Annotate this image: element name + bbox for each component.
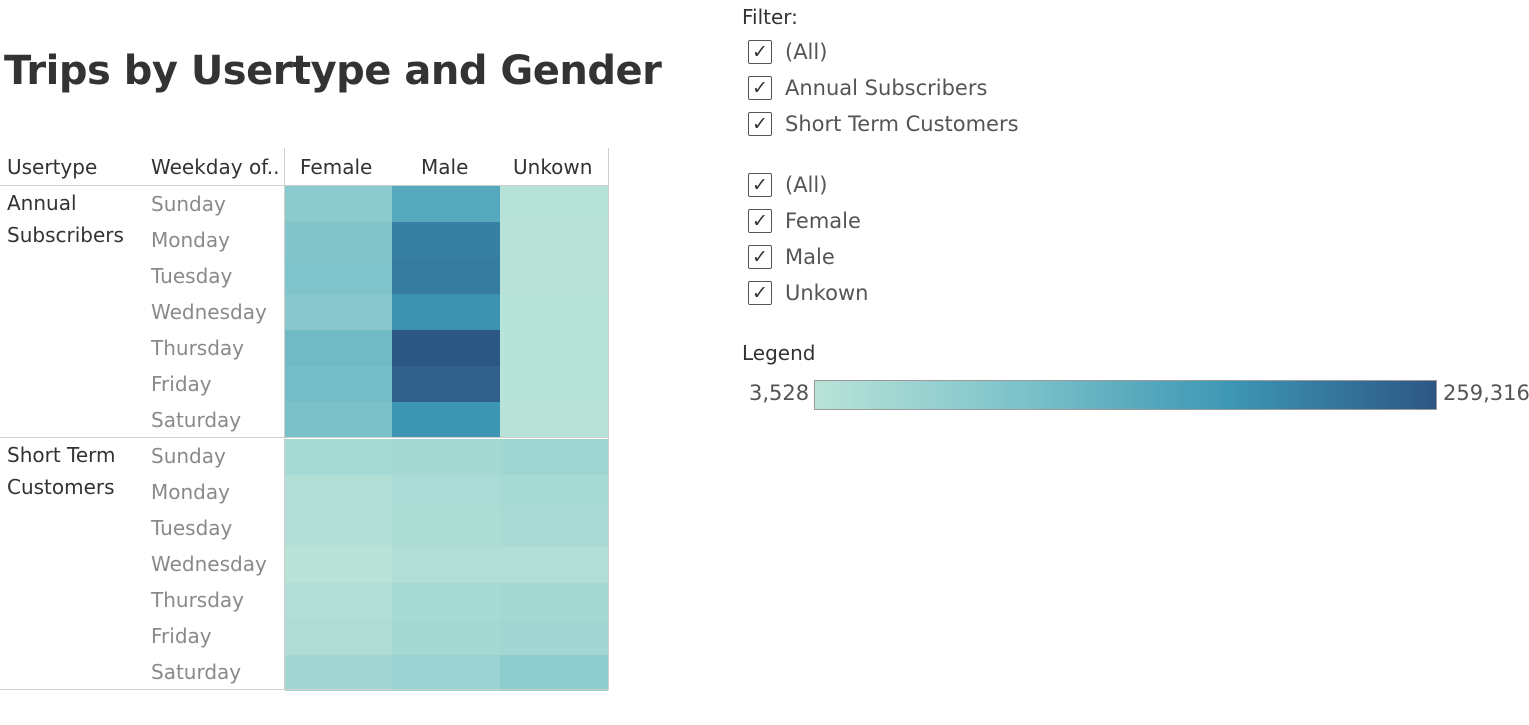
group-separator — [0, 437, 609, 438]
day-label: Sunday — [151, 444, 226, 468]
heatmap-cell — [392, 186, 500, 222]
heatmap-cell — [500, 186, 608, 222]
group-label-line: Short Term — [7, 443, 116, 467]
filter-option-label: (All) — [785, 173, 828, 197]
heatmap-cell — [500, 511, 608, 547]
day-label: Friday — [151, 624, 212, 648]
heatmap-cell — [285, 366, 392, 402]
filter-option-label: Male — [785, 245, 835, 269]
filter-usertype-short-term-customers[interactable]: ✓ Short Term Customers — [748, 110, 1019, 138]
legend-max-label: 259,316 — [1443, 381, 1529, 405]
legend-min-label: 3,528 — [749, 381, 810, 405]
group-label-line: Subscribers — [7, 223, 124, 247]
heatmap-cell — [392, 655, 500, 691]
day-label: Monday — [151, 228, 230, 252]
legend-color-ramp — [814, 380, 1437, 410]
heatmap-cell — [500, 294, 608, 330]
group-label-annual-subscribers: Annual Subscribers — [7, 187, 124, 251]
legend-title: Legend — [742, 341, 816, 365]
filter-gender-male[interactable]: ✓ Male — [748, 243, 835, 271]
heatmap-cell — [392, 475, 500, 511]
heatmap-cell — [285, 439, 392, 475]
chart-title: Trips by Usertype and Gender — [4, 48, 662, 94]
heatmap-cell — [285, 511, 392, 547]
checkbox[interactable]: ✓ — [748, 76, 772, 100]
filter-option-label: Female — [785, 209, 861, 233]
heatmap-cell — [392, 258, 500, 294]
day-label: Thursday — [151, 336, 244, 360]
heatmap-cell — [500, 655, 608, 691]
heatmap-cell — [285, 222, 392, 258]
day-label: Tuesday — [151, 264, 233, 288]
heatmap-cell — [285, 294, 392, 330]
filter-option-label: Unkown — [785, 281, 869, 305]
day-label: Saturday — [151, 660, 242, 684]
group-label-short-term-customers: Short Term Customers — [7, 439, 116, 503]
header-divider — [284, 148, 285, 689]
header-weekday: Weekday of.. — [151, 155, 280, 179]
heatmap-cell — [285, 619, 392, 655]
heatmap-cell — [500, 439, 608, 475]
heatmap-cell — [285, 330, 392, 366]
day-label: Friday — [151, 372, 212, 396]
heatmap-cell — [392, 366, 500, 402]
table-bottom-rule — [0, 689, 609, 690]
heatmap-cell — [285, 583, 392, 619]
header-unkown: Unkown — [513, 155, 593, 179]
heatmap-cell — [500, 222, 608, 258]
checkbox[interactable]: ✓ — [748, 209, 772, 233]
heatmap-cell — [500, 475, 608, 511]
heatmap-cell — [392, 583, 500, 619]
filter-usertype-annual-subscribers[interactable]: ✓ Annual Subscribers — [748, 74, 987, 102]
group-label-line: Customers — [7, 475, 115, 499]
heatmap-cell — [285, 402, 392, 438]
day-label: Wednesday — [151, 552, 267, 576]
group-label-line: Annual — [7, 191, 77, 215]
heatmap-cell — [392, 511, 500, 547]
filter-option-label: Short Term Customers — [785, 112, 1019, 136]
header-usertype: Usertype — [7, 155, 98, 179]
day-label: Thursday — [151, 588, 244, 612]
filter-gender-all[interactable]: ✓ (All) — [748, 171, 827, 199]
day-label: Saturday — [151, 408, 242, 432]
checkbox[interactable]: ✓ — [748, 40, 772, 64]
heatmap-cell — [392, 547, 500, 583]
table-right-border — [608, 148, 609, 689]
heatmap-cell — [285, 186, 392, 222]
header-female: Female — [300, 155, 373, 179]
header-male: Male — [421, 155, 469, 179]
heatmap-cell — [392, 330, 500, 366]
day-label: Wednesday — [151, 300, 267, 324]
heatmap-cell — [500, 258, 608, 294]
checkbox[interactable]: ✓ — [748, 173, 772, 197]
heatmap-cell — [500, 330, 608, 366]
heatmap-cell — [500, 366, 608, 402]
heatmap-cell — [500, 547, 608, 583]
heatmap-cell — [392, 294, 500, 330]
day-label: Monday — [151, 480, 230, 504]
heatmap-cell — [285, 655, 392, 691]
checkbox[interactable]: ✓ — [748, 112, 772, 136]
day-label: Tuesday — [151, 516, 233, 540]
heatmap-cell — [285, 547, 392, 583]
checkbox[interactable]: ✓ — [748, 245, 772, 269]
filter-gender-female[interactable]: ✓ Female — [748, 207, 861, 235]
heatmap-cell — [285, 475, 392, 511]
heatmap-cell — [392, 439, 500, 475]
heatmap-cell — [500, 583, 608, 619]
day-label: Sunday — [151, 192, 226, 216]
heatmap-cell — [392, 619, 500, 655]
checkbox[interactable]: ✓ — [748, 281, 772, 305]
filter-option-label: (All) — [785, 40, 828, 64]
filter-gender-unkown[interactable]: ✓ Unkown — [748, 279, 868, 307]
heatmap-cell — [500, 402, 608, 438]
heatmap-cell — [500, 619, 608, 655]
heatmap-cell — [392, 222, 500, 258]
heatmap-cell — [285, 258, 392, 294]
filter-option-label: Annual Subscribers — [785, 76, 988, 100]
filter-label: Filter: — [742, 5, 798, 29]
heatmap-cell — [392, 402, 500, 438]
header-bottom-rule — [0, 185, 609, 186]
filter-usertype-all[interactable]: ✓ (All) — [748, 38, 827, 66]
